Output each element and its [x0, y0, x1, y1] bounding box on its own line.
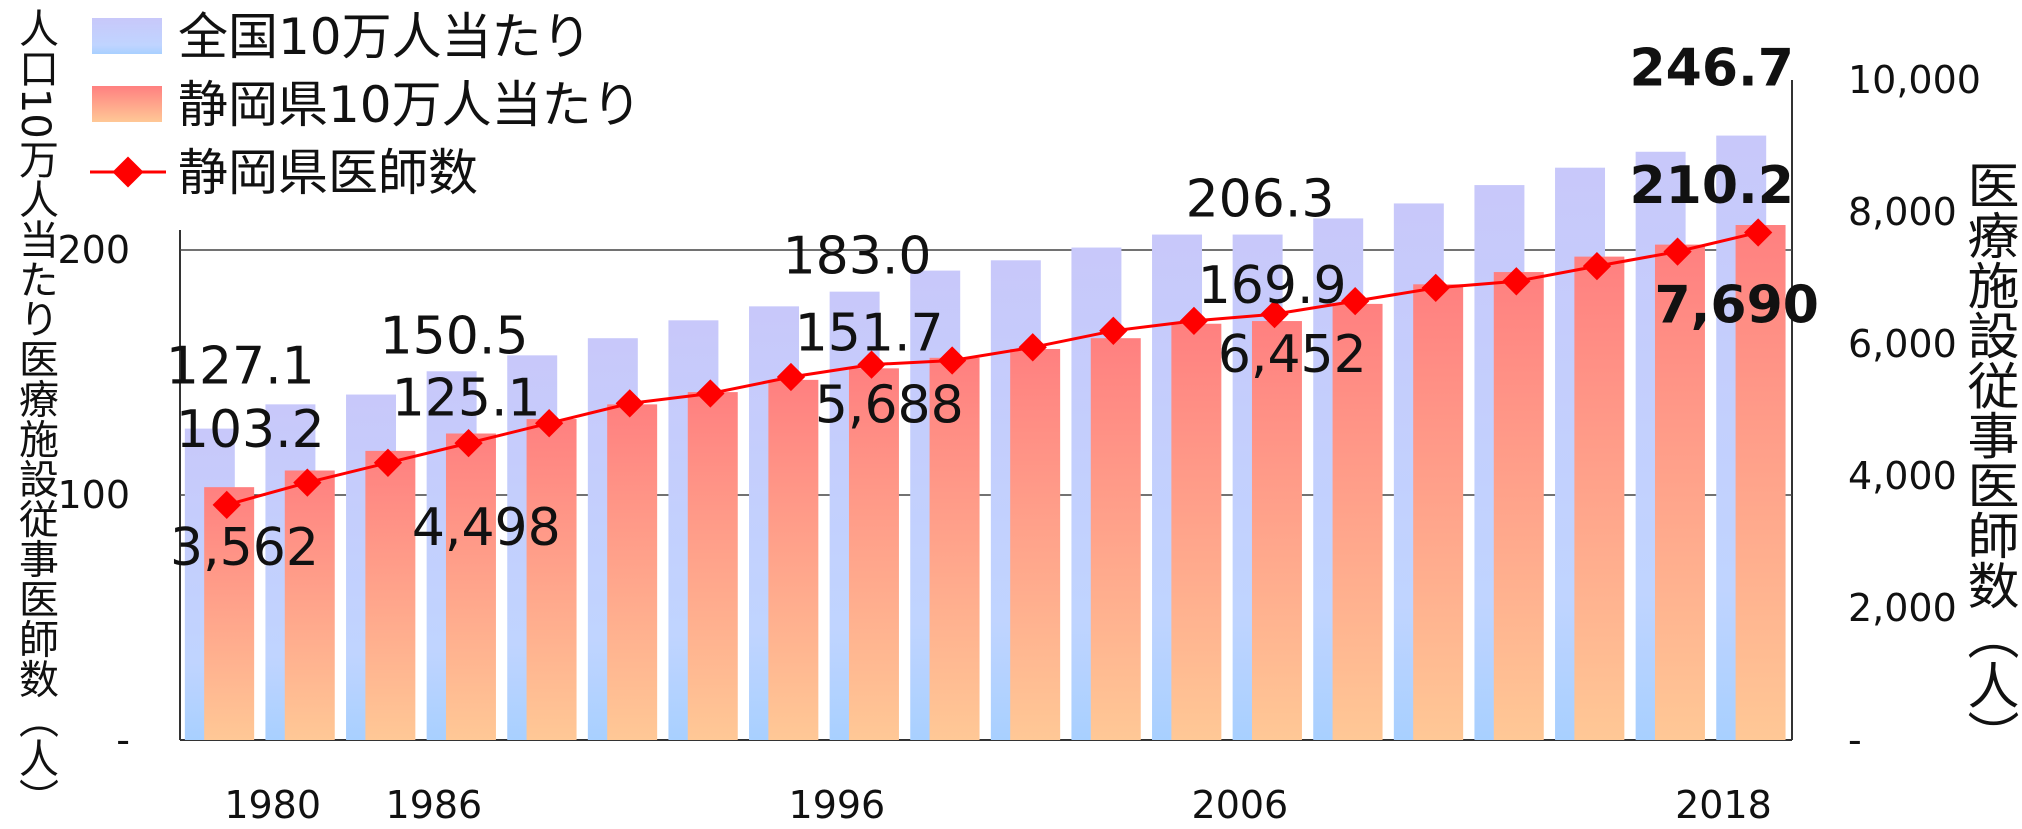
doctors-marker — [1260, 300, 1289, 329]
x-tick-label: 2006 — [1192, 783, 1289, 827]
x-tick-label: 1980 — [224, 783, 321, 827]
data-label: 103.2 — [176, 400, 325, 460]
doctors-marker — [1582, 251, 1612, 281]
right-tick-label: 8,000 — [1848, 190, 1957, 234]
shizuoka-bar — [687, 392, 738, 740]
right-tick-label: - — [1848, 718, 1862, 762]
legend-national-label: 全国10万人当たり — [178, 8, 592, 66]
shizuoka-bar — [1332, 303, 1383, 740]
shizuoka-bar — [1251, 321, 1302, 740]
right-axis-title: 医療施設従事医師数（人） — [1958, 160, 2018, 760]
shizuoka-bar — [607, 404, 658, 740]
data-label: 127.1 — [166, 337, 315, 397]
legend-doctors-label: 静岡県医師数 — [178, 144, 478, 202]
doctors-marker — [535, 409, 564, 438]
legend: 全国10万人当たり 静岡県10万人当たり 静岡県医師数 — [90, 8, 642, 202]
shizuoka-bar — [1735, 225, 1786, 740]
data-label: 4,498 — [412, 498, 561, 558]
data-label: 7,690 — [1654, 275, 1818, 335]
x-tick-label: 2018 — [1675, 783, 1772, 827]
data-label: 6,452 — [1218, 325, 1367, 385]
shizuoka-bar — [848, 368, 899, 740]
doctors-marker — [1179, 306, 1209, 336]
data-label: 5,688 — [815, 376, 964, 436]
doctors-marker — [1502, 267, 1531, 296]
data-label: 151.7 — [795, 303, 944, 363]
data-label: 206.3 — [1186, 170, 1335, 230]
doctors-marker — [454, 428, 483, 458]
right-tick-label: 10,000 — [1848, 58, 1981, 102]
doctors-marker — [615, 389, 644, 418]
data-label: 3,562 — [170, 518, 319, 578]
left-tick-label: 200 — [57, 228, 130, 272]
shizuoka-bar — [526, 419, 577, 740]
data-label: 125.1 — [392, 369, 541, 429]
shizuoka-bar — [1413, 284, 1464, 740]
shizuoka-bar — [1654, 244, 1705, 741]
x-tick-label: 1996 — [789, 783, 886, 827]
shizuoka-bar — [284, 470, 335, 740]
doctors-marker — [1663, 237, 1692, 266]
shizuoka-bar — [1493, 272, 1544, 740]
doctors-marker — [696, 379, 725, 408]
legend-doctors-marker — [112, 156, 144, 188]
shizuoka-bar — [1010, 348, 1061, 740]
data-label: 169.9 — [1198, 256, 1347, 316]
legend-national-swatch — [92, 18, 162, 54]
doctors-marker — [776, 362, 806, 392]
data-label: 246.7 — [1629, 39, 1793, 99]
left-tick-label: - — [116, 718, 130, 762]
left-axis-title: 人口10万人当たり医療施設従事医師数（人） — [12, 8, 59, 818]
right-tick-label: 6,000 — [1848, 322, 1957, 366]
legend-shizuoka-label: 静岡県10万人当たり — [178, 76, 642, 134]
doctors-marker — [1744, 218, 1773, 247]
doctors-marker — [1099, 316, 1128, 345]
shizuoka-bar — [365, 450, 416, 740]
doctors-line — [226, 231, 1759, 507]
data-label: 183.0 — [783, 227, 932, 287]
right-tick-label: 2,000 — [1848, 586, 1957, 630]
shizuoka-bar — [768, 379, 819, 740]
data-label: 150.5 — [380, 306, 529, 366]
left-tick-label: 100 — [57, 473, 130, 517]
plot-area: - 100 200 - 2,000 4,000 6,000 8,000 10,000 1980 19… — [57, 39, 1981, 827]
shizuoka-bar — [204, 487, 255, 740]
shizuoka-bar — [1090, 338, 1141, 740]
data-label: 210.2 — [1629, 156, 1793, 216]
doctors-marker — [1421, 273, 1450, 303]
right-tick-label: 4,000 — [1848, 454, 1957, 498]
doctors-marker — [293, 468, 322, 497]
doctors-marker — [857, 350, 886, 379]
shizuoka-bar — [1171, 323, 1222, 740]
shizuoka-bar — [445, 433, 496, 740]
doctors-marker — [938, 346, 967, 375]
legend-shizuoka-swatch — [92, 86, 162, 122]
shizuoka-bar — [929, 357, 980, 740]
x-tick-label: 1986 — [386, 783, 483, 827]
doctors-marker — [1341, 286, 1370, 316]
shizuoka-bar — [1574, 256, 1625, 740]
doctors-marker — [373, 448, 403, 477]
